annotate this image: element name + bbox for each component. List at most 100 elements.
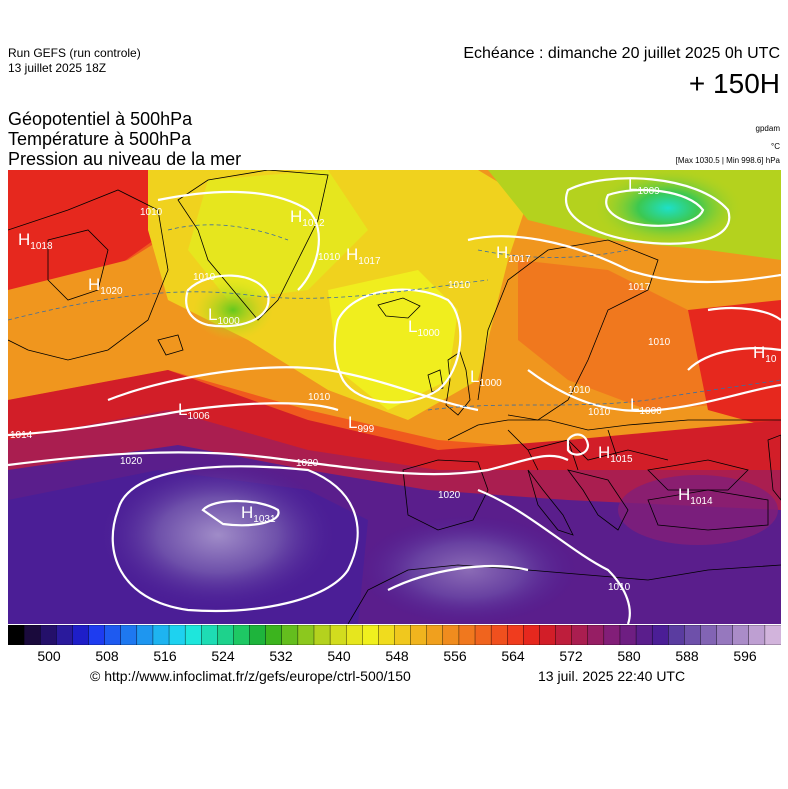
colorbar-tick: 540 <box>327 648 351 664</box>
pressure-center-high: H1015 <box>598 443 633 465</box>
colorbar-swatch <box>458 625 476 645</box>
isobar-labels: 1014 1020 1020 1020 1010 1010 1010 1010 1010 1010… <box>10 207 671 593</box>
isotherm-2 <box>167 224 289 241</box>
colorbar-swatch <box>394 625 412 645</box>
coast-canada <box>8 189 169 361</box>
colorbar-swatch <box>490 625 508 645</box>
pressure-center-high: H1020 <box>88 275 123 297</box>
field-yellow-greenland <box>188 170 368 300</box>
field-red-east <box>688 300 781 430</box>
isobar-label: 1020 <box>296 458 319 469</box>
colorbar-swatch <box>265 625 283 645</box>
colorbar-swatch <box>72 625 90 645</box>
colorbar-swatch <box>474 625 492 645</box>
colorbar-swatch <box>716 625 734 645</box>
colorbar-tick: 564 <box>501 648 525 664</box>
colorbar-swatch <box>40 625 58 645</box>
isobar-label: 1017 <box>628 282 651 293</box>
isobar-high-azores <box>111 465 359 613</box>
isobar-africa <box>387 565 529 591</box>
colorbar-swatch <box>217 625 235 645</box>
pressure-center-high: H1018 <box>18 230 53 252</box>
field-crimson-band <box>8 410 781 530</box>
isotherm-1 <box>8 279 489 321</box>
colorbar-swatch <box>555 625 573 645</box>
colorbar-tick: 556 <box>443 648 467 664</box>
forecast-valid-time: Echéance : dimanche 20 juillet 2025 0h U… <box>463 45 780 62</box>
coast-scandinavia <box>477 239 659 421</box>
colorbar-swatch <box>764 625 781 645</box>
colorbar-tick: 508 <box>95 648 119 664</box>
colorbar-swatch <box>249 625 267 645</box>
colorbar-swatch <box>635 625 653 645</box>
pressure-center-high: H1017 <box>346 245 381 267</box>
colorbar-swatch <box>684 625 702 645</box>
colorbar-swatch <box>345 625 363 645</box>
pressure-center-low: L1006 <box>630 395 662 417</box>
isotherms <box>8 224 781 411</box>
colorbar-tick: 516 <box>153 648 177 664</box>
title-pressure: Pression au niveau de la mer <box>8 149 242 169</box>
colorbar-tick: 580 <box>617 648 641 664</box>
unit-geopotential: gpdam <box>755 124 780 133</box>
colorbar-tick: 500 <box>37 648 61 664</box>
isobar-mediterranean <box>477 488 631 624</box>
colorbar-swatch <box>603 625 621 645</box>
coast-europe <box>447 419 781 441</box>
colorbar-tick: 532 <box>269 648 293 664</box>
coast-greenland <box>177 170 329 321</box>
field-purple-med <box>358 515 578 624</box>
isobar-label: 1010 <box>588 407 611 418</box>
lead-time: + 150H <box>688 68 780 99</box>
coast-iberia <box>402 459 489 531</box>
coast-ireland <box>427 369 444 393</box>
colorbar-tick: 548 <box>385 648 409 664</box>
isobar-1010-arc <box>107 366 479 412</box>
coast-newfoundland <box>157 334 184 356</box>
colorbar-swatch <box>297 625 315 645</box>
colorbar-tick: 524 <box>211 648 235 664</box>
colorbar-swatch <box>104 625 122 645</box>
coast-blacksea <box>647 459 749 491</box>
colorbar-swatch <box>523 625 541 645</box>
colorbar-swatch <box>668 625 686 645</box>
isobar-label: 1014 <box>10 430 33 441</box>
colorbar-swatch <box>136 625 154 645</box>
pressure-center-low: L999 <box>348 413 375 435</box>
coast-hudson <box>47 229 109 301</box>
colorbar-swatch <box>313 625 331 645</box>
colorbar-swatch <box>281 625 299 645</box>
isobar-label: 1010 <box>568 385 591 396</box>
isobar-label: 1020 <box>120 456 143 467</box>
pressure-center-low: L1009 <box>628 175 660 197</box>
colorbar-swatch <box>8 625 25 645</box>
unit-pressure-range: [Max 1030.5 | Min 998.6] hPa <box>675 156 780 165</box>
colorbar-swatch <box>120 625 138 645</box>
isobar-low-north <box>565 177 731 245</box>
colorbar-swatch <box>732 625 750 645</box>
run-date: 13 juillet 2025 18Z <box>8 61 107 75</box>
pressure-center-high: H1031 <box>241 503 276 525</box>
colorbar-swatch <box>651 625 669 645</box>
generation-timestamp: 13 juil. 2025 22:40 UTC <box>538 668 686 684</box>
colorbar-swatch <box>442 625 460 645</box>
pressure-center-low: L1006 <box>178 400 210 422</box>
isobar-greenland <box>157 190 320 291</box>
coast-caspian <box>767 434 781 501</box>
colorbar-swatch <box>88 625 106 645</box>
unit-temperature: °C <box>771 142 780 151</box>
field-yellow-core <box>328 270 458 410</box>
weather-map: H1018 H1020 H1012 H1017 H1017 L1009 L1000 L1000… <box>8 170 781 624</box>
pressure-center-high: H1017 <box>496 243 531 265</box>
isobar-label: 1010 <box>140 207 163 218</box>
pressure-center-low: L1000 <box>470 367 502 389</box>
isobar-east-2 <box>707 306 781 321</box>
colorbar-swatch <box>426 625 444 645</box>
isobar-east <box>687 347 781 371</box>
isobar-label: 1010 <box>318 252 341 263</box>
colorbar-swatch <box>378 625 396 645</box>
pressure-center-high: H10 <box>753 343 777 365</box>
title-temperature: Température à 500hPa <box>8 129 192 149</box>
colorbar-tick: 572 <box>559 648 583 664</box>
coast-iceland <box>377 297 421 319</box>
